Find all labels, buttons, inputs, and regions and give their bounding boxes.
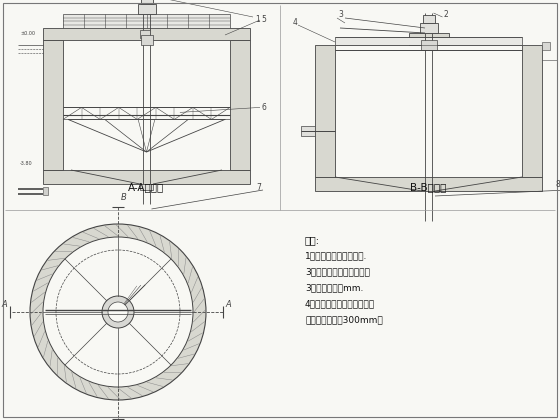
Text: 土，墙体厚度为300mm。: 土，墙体厚度为300mm。 <box>305 315 382 324</box>
Bar <box>422 15 435 23</box>
Text: 4、构筑物墙体采用钢筋混凝: 4、构筑物墙体采用钢筋混凝 <box>305 299 375 308</box>
Text: 6: 6 <box>262 103 267 112</box>
Bar <box>139 30 150 38</box>
Bar <box>141 0 152 4</box>
Text: A-A剖视图: A-A剖视图 <box>128 182 165 192</box>
Circle shape <box>108 302 128 322</box>
Bar <box>542 42 550 50</box>
Bar <box>522 45 542 177</box>
Text: 5: 5 <box>262 16 267 24</box>
Bar <box>408 33 449 45</box>
Text: 8: 8 <box>555 180 560 189</box>
Text: 3、弯管处均用法兰连接。: 3、弯管处均用法兰连接。 <box>305 267 370 276</box>
Bar <box>43 170 250 184</box>
Circle shape <box>30 224 206 400</box>
Circle shape <box>102 296 134 328</box>
Bar <box>138 4 156 14</box>
Text: 1: 1 <box>255 15 260 24</box>
Bar <box>43 40 63 170</box>
Text: 3: 3 <box>338 10 343 19</box>
Bar <box>230 40 250 170</box>
Text: ±0.00: ±0.00 <box>20 31 35 36</box>
Bar <box>63 14 230 28</box>
Text: 2: 2 <box>444 10 448 19</box>
Text: A: A <box>1 300 7 309</box>
Bar <box>315 177 542 191</box>
Bar <box>140 184 153 190</box>
Text: -3.80: -3.80 <box>20 161 32 166</box>
Bar <box>419 23 437 33</box>
Bar <box>335 37 522 45</box>
Text: B-B剖视图: B-B剖视图 <box>410 182 447 192</box>
Circle shape <box>43 237 193 387</box>
Text: A: A <box>225 300 231 309</box>
Bar <box>421 40 436 50</box>
Bar <box>43 187 48 195</box>
Bar <box>141 35 152 45</box>
Text: 1、所有穿墙管均设套管.: 1、所有穿墙管均设套管. <box>305 251 367 260</box>
Bar <box>315 45 335 177</box>
Text: 说明:: 说明: <box>305 235 320 245</box>
Bar <box>301 126 315 136</box>
Text: B: B <box>121 193 127 202</box>
Text: 7: 7 <box>256 183 261 192</box>
Text: 4: 4 <box>293 18 298 27</box>
Bar <box>43 28 250 40</box>
Text: 3、标注单位为mm.: 3、标注单位为mm. <box>305 283 363 292</box>
